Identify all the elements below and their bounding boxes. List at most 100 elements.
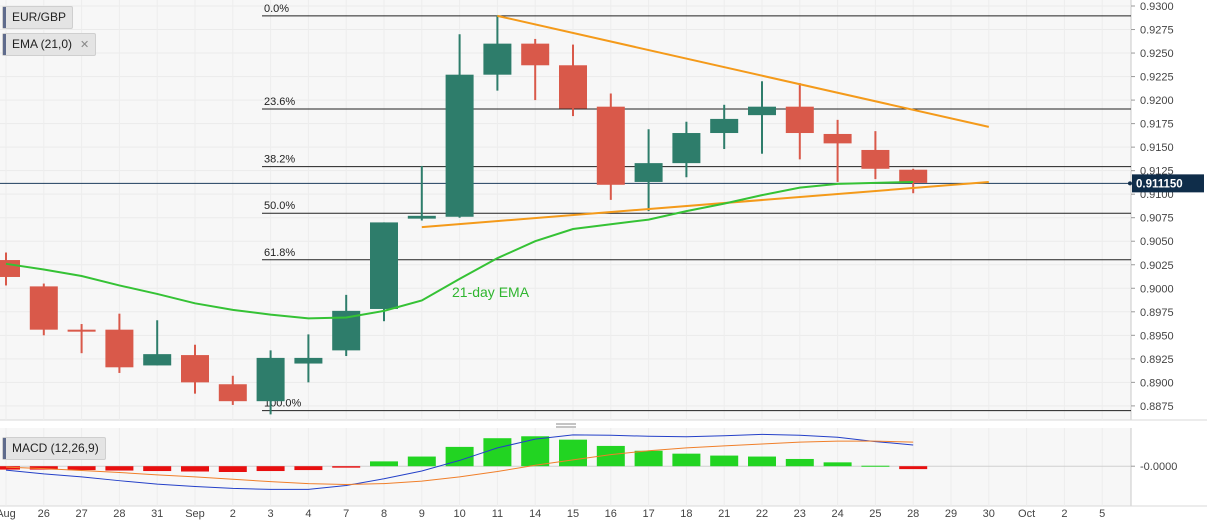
macd-histogram-bar <box>445 446 474 467</box>
macd-histogram-bar <box>29 466 58 470</box>
macd-indicator-label[interactable]: MACD (12,26,9) <box>2 437 106 460</box>
price-tag-text: 0.911150 <box>1136 178 1183 190</box>
fib-label: 23.6% <box>264 96 295 108</box>
x-tick-label: Sep <box>185 508 205 520</box>
candle-body <box>861 149 890 169</box>
x-tick-label: 28 <box>113 508 125 520</box>
candle-body <box>181 355 209 383</box>
ema-indicator-text: EMA (21,0) <box>12 37 73 51</box>
y-tick-label: 0.9150 <box>1140 142 1174 154</box>
macd-histogram-bar <box>332 466 361 468</box>
candle-body <box>710 118 739 134</box>
macd-histogram-bar <box>483 438 512 467</box>
y-tick-label: 0.9250 <box>1140 48 1174 60</box>
symbol-accent <box>3 7 6 28</box>
y-tick-label: 0.9175 <box>1140 119 1174 131</box>
x-tick-label: 3 <box>268 508 274 520</box>
candle-body <box>0 260 20 277</box>
y-tick-label: 0.9225 <box>1140 72 1174 84</box>
ema-indicator-label[interactable]: EMA (21,0) ✕ <box>2 33 97 56</box>
candle-body <box>672 133 701 164</box>
ema-accent <box>3 34 6 55</box>
x-tick-label: 29 <box>945 508 957 520</box>
y-tick-label: 0.9200 <box>1140 95 1174 107</box>
macd-histogram-bar <box>748 456 776 467</box>
y-tick-label: 0.8950 <box>1140 330 1174 342</box>
ema-line <box>5 180 914 320</box>
macd-histogram-bar <box>861 465 890 467</box>
ema-annotation: 21-day EMA <box>452 284 530 300</box>
macd-histogram-bar <box>710 455 739 467</box>
x-tick-label: 15 <box>567 508 579 520</box>
macd-histogram-bar <box>785 458 814 467</box>
x-tick-label: 10 <box>453 508 465 520</box>
candle-body <box>483 43 512 75</box>
candle-body <box>748 106 776 116</box>
x-tick-label: Oct <box>1018 508 1035 520</box>
x-tick-label: 2 <box>1061 508 1067 520</box>
y-tick-label: 0.9050 <box>1140 236 1174 248</box>
fib-label: 0.0% <box>264 3 289 15</box>
macd-histogram-bar <box>899 466 928 470</box>
trendline-support <box>421 180 989 229</box>
candle-body <box>785 106 814 134</box>
macd-histogram-bar <box>823 462 852 467</box>
macd-zero-label: -0.0000 <box>1140 461 1177 473</box>
y-tick-label: 0.9000 <box>1140 283 1174 295</box>
symbol-text: EUR/GBP <box>12 10 67 24</box>
y-tick-label: 0.8875 <box>1140 401 1174 413</box>
x-tick-label: 5 <box>1099 508 1105 520</box>
macd-histogram-bar <box>596 445 625 467</box>
x-tick-label: 18 <box>680 508 692 520</box>
candle-body <box>105 329 134 368</box>
price-tag-marker <box>1128 181 1132 186</box>
y-tick-label: 0.8900 <box>1140 377 1174 389</box>
symbol-label[interactable]: EUR/GBP <box>2 6 74 29</box>
candle-body <box>256 357 285 402</box>
macd-histogram-bar <box>218 466 247 472</box>
x-tick-label: 7 <box>343 508 349 520</box>
macd-histogram-bar <box>256 466 285 472</box>
price-tag-bg <box>1132 174 1204 193</box>
x-tick-label: 17 <box>642 508 654 520</box>
macd-histogram-bar <box>370 461 398 467</box>
candle-body <box>143 354 172 366</box>
macd-histogram-bar <box>67 466 96 471</box>
fib-label: 38.2% <box>264 154 295 166</box>
macd-accent <box>3 438 6 459</box>
macd-signal-line <box>5 440 914 486</box>
candle-body <box>294 357 323 364</box>
candle-body <box>634 163 663 182</box>
macd-histogram-bar <box>181 466 209 472</box>
x-tick-label: 22 <box>756 508 768 520</box>
macd-histogram-bar <box>634 450 663 467</box>
macd-histogram-bar <box>294 466 323 471</box>
macd-histogram-bar <box>559 439 587 467</box>
x-tick-label: 30 <box>983 508 995 520</box>
y-tick-label: 0.8925 <box>1140 354 1174 366</box>
macd-histogram-bar <box>143 466 172 472</box>
trendline-resistance <box>497 14 990 128</box>
fib-label: 61.8% <box>264 247 295 259</box>
candle-body <box>67 329 96 332</box>
x-tick-label: 24 <box>831 508 843 520</box>
candle-body <box>218 384 247 402</box>
x-tick-label: 2 <box>230 508 236 520</box>
x-tick-label: 27 <box>75 508 87 520</box>
close-icon[interactable]: ✕ <box>80 39 90 51</box>
macd-line <box>5 433 914 490</box>
x-tick-label: 9 <box>419 508 425 520</box>
y-tick-label: 0.8975 <box>1140 307 1174 319</box>
x-tick-label: 8 <box>381 508 387 520</box>
y-tick-label: 0.9075 <box>1140 213 1174 225</box>
macd-histogram-bar <box>407 456 436 467</box>
macd-histogram-bar <box>672 453 701 467</box>
y-tick-label: 0.9300 <box>1140 1 1174 13</box>
x-tick-label: 11 <box>492 508 503 520</box>
macd-indicator-text: MACD (12,26,9) <box>12 441 99 455</box>
macd-histogram-bar <box>105 466 134 471</box>
candle-body <box>596 106 625 185</box>
y-tick-label: 0.9025 <box>1140 260 1174 272</box>
